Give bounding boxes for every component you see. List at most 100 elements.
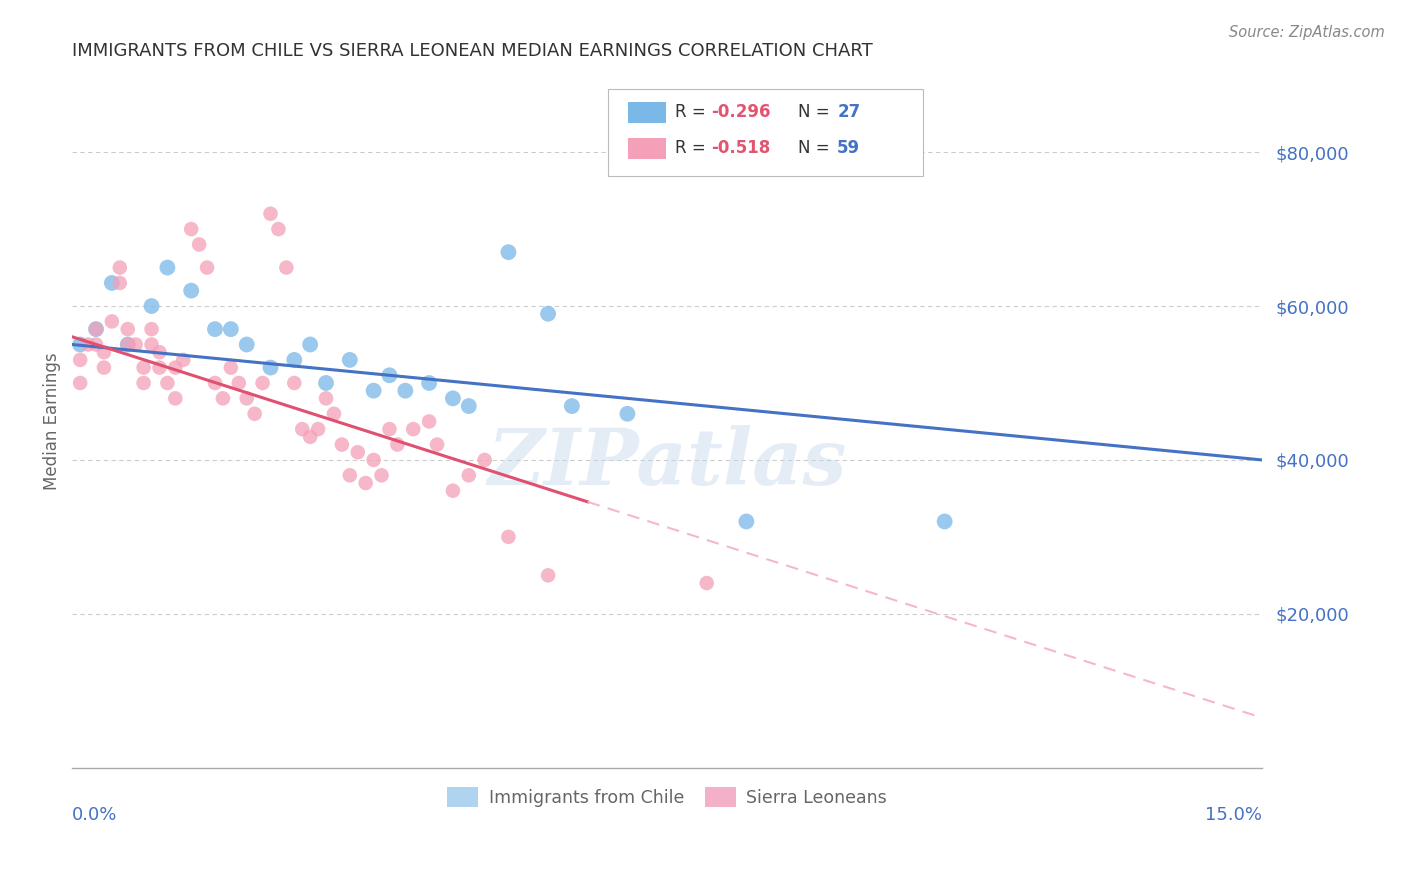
Point xyxy=(934,515,956,529)
Point xyxy=(315,392,337,406)
Point xyxy=(474,453,496,467)
Point xyxy=(124,337,146,351)
Point xyxy=(156,376,179,390)
Point xyxy=(204,322,226,336)
Point xyxy=(307,422,329,436)
Point xyxy=(252,376,274,390)
Point xyxy=(418,414,440,428)
Point xyxy=(387,437,409,451)
Point xyxy=(117,337,139,351)
Point xyxy=(141,337,163,351)
Point xyxy=(457,468,479,483)
Point xyxy=(108,260,131,275)
Point xyxy=(235,337,257,351)
Point xyxy=(141,299,163,313)
Point xyxy=(84,337,107,351)
Point xyxy=(378,422,401,436)
Point xyxy=(101,276,124,290)
Text: ZIPatlas: ZIPatlas xyxy=(488,425,846,501)
Point xyxy=(117,322,139,336)
Point xyxy=(498,530,520,544)
Point xyxy=(101,314,124,328)
Point xyxy=(180,222,202,236)
Point xyxy=(84,322,107,336)
Point xyxy=(132,376,155,390)
Text: 59: 59 xyxy=(837,139,860,157)
Point xyxy=(283,376,305,390)
Legend: Immigrants from Chile, Sierra Leoneans: Immigrants from Chile, Sierra Leoneans xyxy=(440,780,894,814)
Point xyxy=(299,337,322,351)
Point xyxy=(339,352,361,367)
Point xyxy=(141,322,163,336)
Point xyxy=(363,384,385,398)
Point xyxy=(354,475,377,490)
Text: N =: N = xyxy=(799,139,835,157)
Point xyxy=(84,322,107,336)
Point xyxy=(172,352,194,367)
Point xyxy=(188,237,211,252)
Point xyxy=(370,468,392,483)
Point xyxy=(259,360,281,375)
Point xyxy=(219,360,242,375)
Point xyxy=(276,260,298,275)
Point xyxy=(259,207,281,221)
Point xyxy=(315,376,337,390)
Point xyxy=(441,392,464,406)
Point xyxy=(616,407,638,421)
Point xyxy=(323,407,346,421)
Point xyxy=(117,337,139,351)
Text: -0.296: -0.296 xyxy=(711,103,770,121)
Point xyxy=(339,468,361,483)
Point xyxy=(498,245,520,260)
Point xyxy=(696,576,718,591)
Point xyxy=(378,368,401,383)
Point xyxy=(735,515,758,529)
FancyBboxPatch shape xyxy=(628,103,666,123)
Text: Source: ZipAtlas.com: Source: ZipAtlas.com xyxy=(1229,25,1385,40)
Text: -0.518: -0.518 xyxy=(711,139,770,157)
Point xyxy=(228,376,250,390)
Point xyxy=(235,392,257,406)
Point xyxy=(108,276,131,290)
Text: 0.0%: 0.0% xyxy=(72,805,118,824)
Point xyxy=(418,376,440,390)
Point xyxy=(148,360,170,375)
Point xyxy=(132,360,155,375)
Point xyxy=(180,284,202,298)
Point xyxy=(69,337,91,351)
Point xyxy=(441,483,464,498)
Text: N =: N = xyxy=(799,103,835,121)
Point xyxy=(77,337,100,351)
Point xyxy=(219,322,242,336)
Point xyxy=(346,445,368,459)
Point xyxy=(402,422,425,436)
Point xyxy=(537,568,560,582)
Point xyxy=(291,422,314,436)
Point xyxy=(243,407,266,421)
Text: R =: R = xyxy=(675,139,711,157)
Point xyxy=(561,399,583,413)
Y-axis label: Median Earnings: Median Earnings xyxy=(44,352,60,491)
Point xyxy=(457,399,479,413)
Text: R =: R = xyxy=(675,103,711,121)
Point xyxy=(212,392,235,406)
Text: 15.0%: 15.0% xyxy=(1205,805,1261,824)
Point xyxy=(93,360,115,375)
Point xyxy=(165,360,187,375)
Point xyxy=(330,437,353,451)
Point xyxy=(69,352,91,367)
Point xyxy=(267,222,290,236)
Point xyxy=(363,453,385,467)
Point xyxy=(93,345,115,359)
Point xyxy=(299,430,322,444)
Point xyxy=(195,260,218,275)
Point xyxy=(165,392,187,406)
Point xyxy=(69,376,91,390)
FancyBboxPatch shape xyxy=(607,89,922,176)
Point xyxy=(156,260,179,275)
FancyBboxPatch shape xyxy=(628,138,666,159)
Text: 27: 27 xyxy=(837,103,860,121)
Point xyxy=(148,345,170,359)
Point xyxy=(394,384,416,398)
Point xyxy=(204,376,226,390)
